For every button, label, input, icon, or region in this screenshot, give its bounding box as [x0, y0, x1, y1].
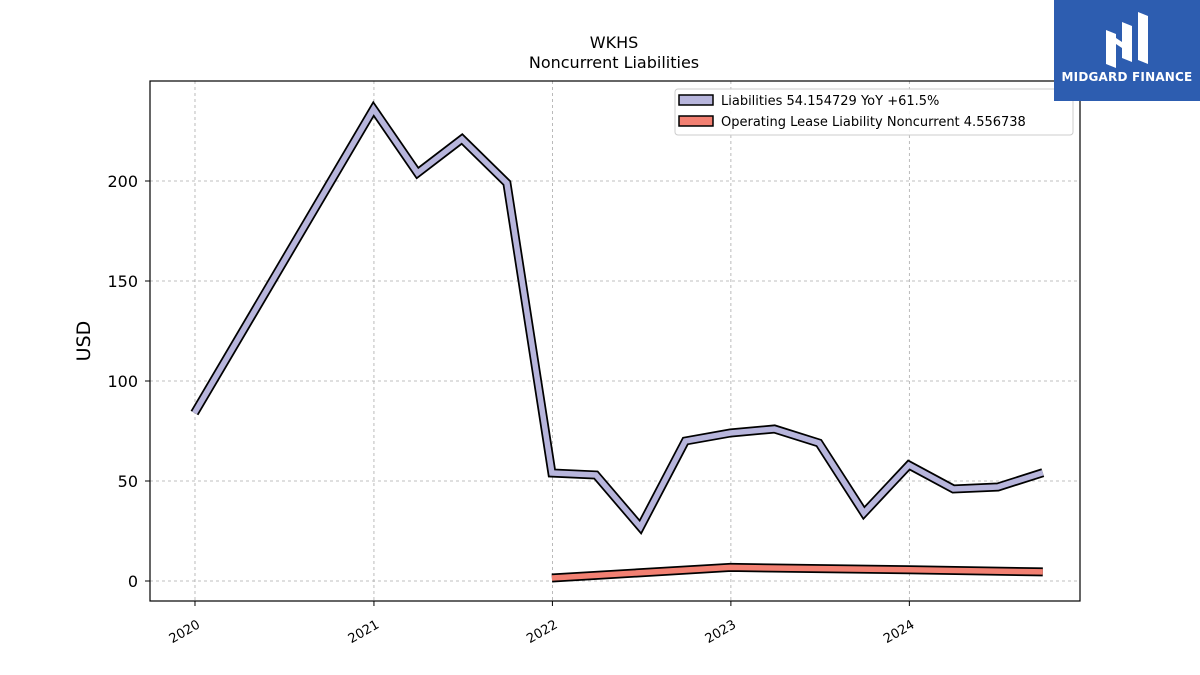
grid [150, 81, 1080, 601]
series-1-point [906, 567, 912, 573]
x-tick-label: 2020 [167, 617, 203, 647]
legend-swatch [678, 94, 714, 106]
series-0-point [950, 486, 956, 492]
series-0-point [816, 440, 822, 446]
chart-title: WKHS [590, 33, 639, 52]
series-0-point [861, 510, 867, 516]
series-1-point [1040, 569, 1046, 575]
series-0-point [504, 180, 510, 186]
series-0-point [549, 470, 555, 476]
series-1-point [727, 564, 733, 570]
series-0-line [192, 103, 1044, 532]
chart-subtitle: Noncurrent Liabilities [529, 53, 699, 72]
y-tick-label: 50 [118, 472, 138, 491]
series-0-point [771, 426, 777, 432]
x-tick-label: 2022 [524, 617, 560, 647]
legend-entry: Liabilities 54.154729 YoY +61.5% [721, 94, 939, 109]
y-tick-label: 100 [107, 372, 138, 391]
y-tick-label: 200 [107, 172, 138, 191]
series-layer [190, 100, 1046, 583]
x-tick-label: 2023 [703, 617, 739, 647]
series-0-point [906, 462, 912, 468]
y-tick-label: 0 [128, 572, 138, 591]
series-0-point [370, 106, 376, 112]
series-0-outline [190, 100, 1045, 535]
y-axis-label: USD [73, 321, 95, 362]
series-0-point [593, 472, 599, 478]
logo-text: MIDGARD FINANCE [1061, 70, 1193, 84]
logo-mark-icon [1106, 12, 1148, 68]
series-0-point [727, 430, 733, 436]
midgard-finance-logo: MIDGARD FINANCE [1054, 0, 1200, 101]
series-0-point [637, 524, 643, 530]
plot-frame [149, 80, 1081, 602]
legend: Liabilities 54.154729 YoY +61.5% Operatin… [674, 88, 1074, 136]
legend-box [674, 88, 1074, 136]
series-0-point [682, 438, 688, 444]
y-tick-label: 150 [107, 272, 138, 291]
series-1-line [551, 564, 1043, 581]
series-0-point [459, 136, 465, 142]
series-0-point [995, 484, 1001, 490]
legend-swatch [678, 115, 714, 127]
series-0-point [414, 170, 420, 176]
x-tick-label: 2021 [346, 617, 382, 647]
series-0-point [1040, 470, 1046, 476]
legend-entry: Operating Lease Liability Noncurrent 4.5… [721, 115, 1026, 130]
series-1-point [549, 575, 555, 581]
x-tick-label: 2024 [881, 617, 917, 647]
series-0-point [191, 410, 197, 416]
